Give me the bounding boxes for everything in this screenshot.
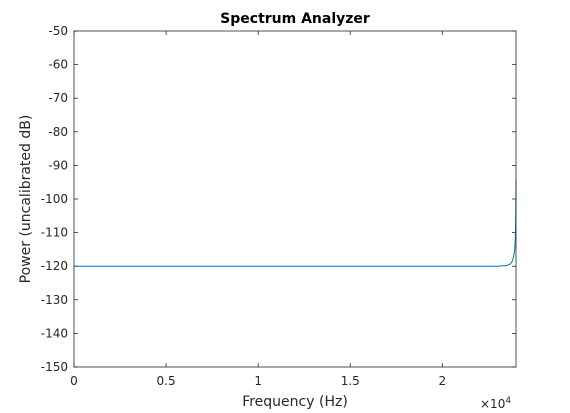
y-tick-label: -140	[41, 326, 68, 340]
axis-ticks: 0 0.5 1 1.5 2 -50 -60 -70 -80 -90 -100 -110 -120 -130…	[41, 24, 516, 388]
x-tick-label: 0.5	[157, 374, 176, 388]
x-exponent-label: ×104	[480, 396, 511, 411]
y-tick-label: -90	[48, 158, 68, 172]
x-exponent-base: ×10	[480, 397, 505, 411]
plot-frame	[73, 30, 517, 368]
x-exponent-power: 4	[505, 396, 511, 406]
plot-area	[74, 31, 516, 367]
y-axis-label: Power (uncalibrated dB)	[18, 115, 34, 284]
x-axis-label: Frequency (Hz)	[242, 394, 348, 410]
y-tick-label: -60	[48, 58, 68, 72]
y-tick-label: -70	[48, 91, 68, 105]
y-tick-label: -130	[41, 293, 68, 307]
y-tick-label: -100	[41, 192, 68, 206]
x-tick-label: 2	[439, 374, 447, 388]
y-tick-label: -80	[48, 125, 68, 139]
y-tick-label: -120	[41, 259, 68, 273]
series-lines	[74, 178, 517, 267]
x-tick-label: 0	[70, 374, 78, 388]
x-tick-label: 1	[254, 374, 262, 388]
x-tick-label: 1.5	[341, 374, 360, 388]
y-tick-label: -110	[41, 226, 68, 240]
series-line	[74, 178, 517, 267]
y-tick-label: -150	[41, 360, 68, 374]
chart-title: Spectrum Analyzer	[220, 11, 370, 27]
y-tick-label: -50	[48, 24, 68, 38]
